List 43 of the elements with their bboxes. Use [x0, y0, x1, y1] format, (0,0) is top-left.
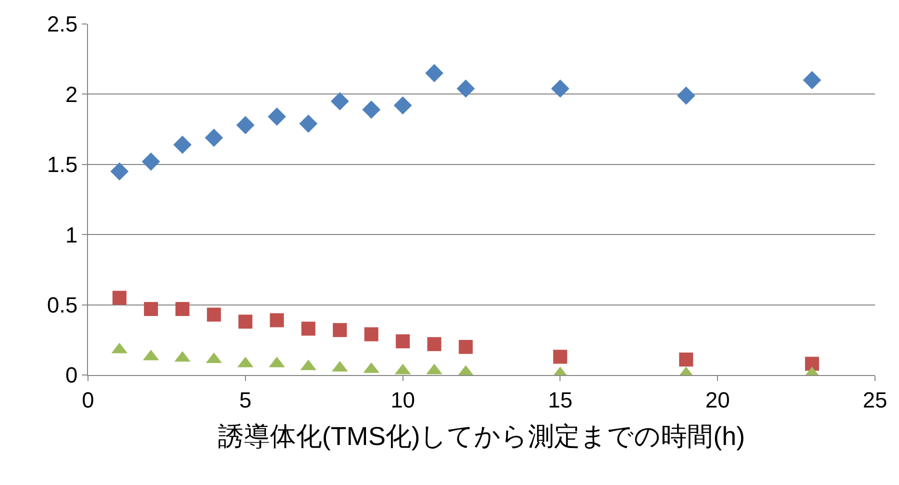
point	[301, 322, 316, 336]
point	[456, 79, 475, 98]
point	[677, 86, 696, 105]
point	[270, 313, 284, 328]
y-tick-label: 1.5	[47, 152, 78, 178]
point	[425, 64, 444, 82]
point	[238, 314, 252, 329]
point	[396, 334, 410, 348]
point	[805, 356, 820, 371]
point	[330, 92, 349, 110]
x-tick-label: 15	[548, 387, 572, 412]
point	[802, 71, 822, 90]
y-tick-label: 1	[65, 222, 78, 248]
point	[679, 352, 694, 367]
point	[142, 152, 160, 171]
y-tick-label: 2	[65, 82, 78, 107]
point	[332, 323, 347, 338]
x-tick-label: 5	[239, 387, 252, 412]
point	[204, 128, 224, 147]
x-tick-label: 20	[705, 387, 730, 412]
y-tick-label: 0.5	[47, 292, 78, 318]
point	[175, 302, 190, 316]
point	[112, 290, 126, 305]
point	[551, 79, 570, 98]
y-tick-label: 2.5	[47, 12, 78, 37]
point	[394, 96, 412, 115]
point	[144, 302, 158, 316]
x-axis-title: 誘導体化(TMS化)してから測定までの時間(h)	[218, 421, 745, 452]
x-tick-label: 25	[862, 387, 888, 412]
y-tick-label: 0	[65, 362, 78, 388]
point	[427, 337, 442, 352]
x-tick-label: 10	[390, 387, 416, 412]
point	[173, 136, 192, 154]
point	[364, 327, 378, 342]
point	[236, 116, 254, 134]
point	[268, 108, 286, 126]
point	[206, 308, 221, 322]
point	[553, 350, 568, 364]
point	[362, 100, 380, 119]
point	[110, 162, 129, 181]
x-tick-label: 0	[82, 387, 94, 412]
point	[458, 340, 473, 354]
point	[299, 114, 318, 133]
